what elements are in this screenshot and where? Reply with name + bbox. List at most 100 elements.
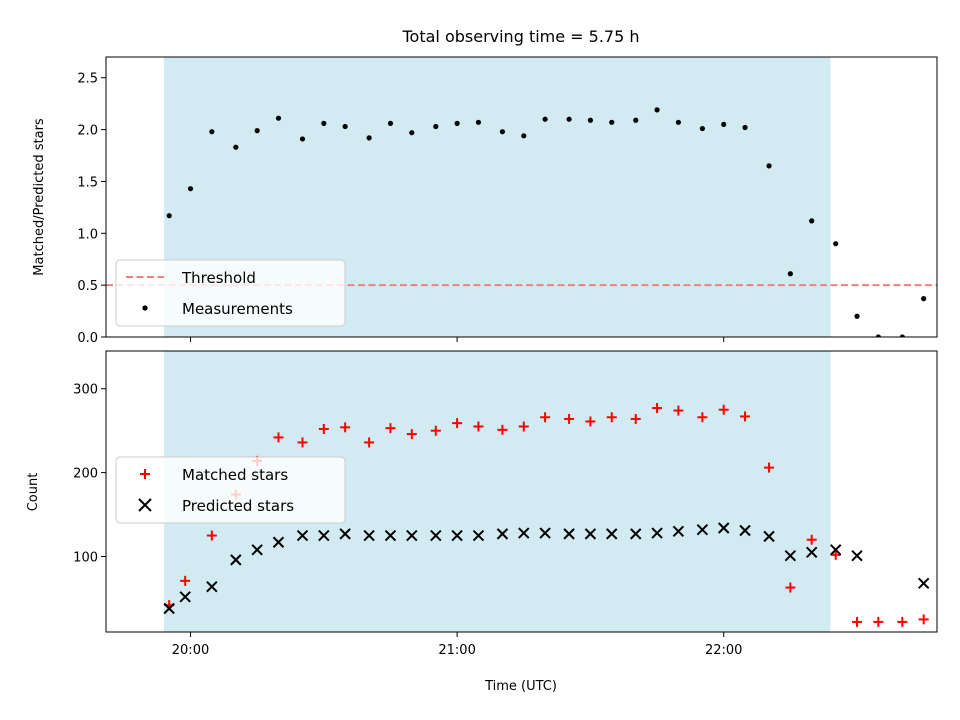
predicted-point	[406, 529, 418, 542]
predicted-point	[940, 524, 950, 534]
measurement-point	[275, 115, 282, 121]
matched-point	[540, 412, 551, 423]
legend-label: Predicted stars	[182, 497, 294, 515]
measurement-point	[742, 124, 748, 131]
legend-label: Threshold	[181, 269, 256, 287]
legend-measurement-swatch	[142, 305, 148, 311]
legend-label: Matched stars	[182, 466, 288, 484]
y-tick-label: 100	[73, 551, 98, 566]
y-tick-label: 1.0	[77, 227, 98, 242]
matched-point	[652, 403, 663, 414]
measurement-point	[254, 128, 260, 134]
matched-point	[873, 616, 884, 627]
predicted-point	[251, 544, 263, 556]
matched-point	[585, 416, 596, 427]
measurement-point	[833, 241, 839, 247]
matched-point	[673, 405, 684, 416]
predicted-point	[451, 529, 463, 542]
predicted-point	[584, 528, 597, 540]
matched-point	[897, 616, 908, 627]
predicted-point-b	[917, 577, 930, 590]
matched-point	[318, 424, 329, 435]
measurement-point	[566, 116, 572, 122]
measurement-point	[854, 313, 860, 319]
predicted-point-b	[672, 525, 685, 538]
matched-point	[764, 462, 775, 473]
measurement-point	[166, 213, 172, 219]
predicted-point-b	[179, 591, 191, 603]
predicted-point-b	[829, 544, 842, 556]
measurement-point	[899, 334, 905, 337]
matched-point	[473, 421, 484, 432]
shaded-span-2	[942, 57, 960, 337]
y-axis-label-bottom: Count	[26, 473, 41, 512]
matched-point	[385, 423, 396, 434]
matched-point	[940, 406, 950, 416]
predicted-point	[739, 524, 751, 537]
matched-point	[273, 432, 284, 443]
measurement-point	[454, 120, 460, 126]
y-tick-label: 0.0	[77, 331, 98, 346]
measurement-point	[209, 129, 215, 135]
predicted-point-b	[451, 529, 463, 542]
predicted-point-b	[272, 536, 285, 548]
axes-frame	[105, 56, 938, 338]
predicted-point	[763, 530, 775, 543]
measurement-point	[721, 121, 727, 128]
x-tick-label: 20:00	[172, 643, 209, 658]
predicted-point-b	[606, 528, 618, 540]
series-measurements	[166, 107, 927, 337]
predicted-point-b	[851, 549, 863, 562]
predicted-point-b	[496, 528, 509, 540]
predicted-point-b	[339, 528, 351, 540]
legend: Matched stars Predicted stars	[115, 456, 346, 524]
measurement-point	[766, 163, 772, 169]
matched-point	[785, 582, 796, 593]
predicted-point	[718, 522, 730, 534]
matched-point	[206, 530, 217, 541]
legend-label: Measurements	[182, 300, 293, 318]
predicted-point	[917, 577, 930, 590]
predicted-point-b	[651, 527, 663, 539]
x-tick-label: 22:00	[705, 643, 742, 658]
predicted-point	[606, 528, 618, 540]
x-axis-label: Time (UTC)	[484, 679, 557, 694]
predicted-point	[784, 549, 797, 562]
predicted-point-b	[630, 528, 642, 540]
predicted-point-a	[940, 524, 950, 534]
predicted-point	[363, 529, 375, 542]
measurement-point	[921, 296, 927, 302]
measurement-point	[433, 123, 439, 130]
predicted-point-b	[472, 529, 485, 542]
predicted-point-b	[940, 524, 950, 534]
predicted-point-b	[584, 528, 597, 540]
measurement-point	[542, 116, 548, 122]
measurement-point	[809, 218, 815, 224]
predicted-point	[518, 527, 530, 539]
measurement-point	[875, 334, 881, 337]
predicted-point-b	[763, 530, 775, 543]
predicted-point-b	[206, 580, 218, 593]
predicted-point-b	[784, 549, 797, 562]
predicted-point	[672, 525, 685, 538]
predicted-point-b	[163, 602, 175, 615]
y-tick-label: 200	[73, 467, 98, 482]
predicted-point	[496, 528, 509, 540]
y-tick-label: 0.5	[77, 279, 98, 294]
measurement-point	[787, 271, 793, 277]
matched-point	[180, 575, 191, 586]
predicted-point	[206, 580, 218, 593]
predicted-point-b	[318, 529, 330, 542]
count-panel: 10020030020:0021:0022:0023:0000:0001:000…	[73, 350, 950, 658]
matched-point	[564, 413, 575, 424]
measurement-point	[587, 117, 594, 123]
predicted-point	[430, 529, 442, 542]
predicted-point-b	[539, 527, 551, 539]
series-predicted-stars	[163, 522, 950, 615]
measurement-point	[387, 120, 394, 126]
predicted-point	[651, 527, 663, 539]
legend-predicted-swatch	[138, 498, 152, 512]
predicted-point-b	[230, 554, 242, 566]
matched-point	[630, 413, 641, 424]
predicted-point	[472, 529, 485, 542]
